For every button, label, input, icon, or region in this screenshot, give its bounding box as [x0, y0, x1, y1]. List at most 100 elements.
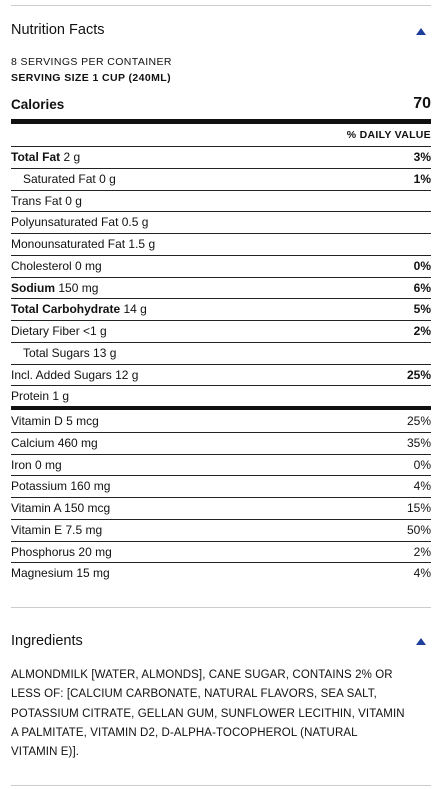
nutrient-label: Cholesterol 0 mg: [11, 259, 102, 273]
ingredients-line: A PALMITATE, VITAMIN D2, D-ALPHA-TOCOPHE…: [11, 726, 358, 739]
nutrient-row: Total Fat 2 g 3%: [11, 147, 431, 169]
nutrient-amount: 7.5 mg: [65, 522, 103, 537]
daily-value: 2%: [413, 324, 431, 338]
nutrient-amount: 0 g: [99, 171, 116, 186]
daily-value: 4%: [413, 479, 431, 494]
nutrient-label: Vitamin E 7.5 mg: [11, 523, 102, 537]
nutrient-label: Trans Fat 0 g: [11, 194, 82, 208]
daily-value: 25%: [406, 414, 431, 428]
nutrient-row: Cholesterol 0 mg 0%: [11, 256, 431, 278]
nutrient-label: Total Fat 2 g: [11, 150, 80, 164]
nutrient-name: Monounsaturated Fat: [11, 237, 126, 251]
nutrient-label: Calcium 460 mg: [11, 436, 98, 450]
nutrient-name: Vitamin D: [11, 414, 63, 428]
nutrient-name: Phosphorus: [11, 544, 76, 559]
nutrient-amount: 150 mcg: [64, 501, 111, 515]
daily-value: 1%: [413, 171, 431, 186]
nutrient-label: Potassium 160 mg: [11, 479, 110, 493]
nutrient-row: Polyunsaturated Fat 0.5 g: [11, 212, 431, 234]
dv-header: % DAILY VALUE: [346, 129, 431, 141]
nutrient-amount: 0.5 g: [121, 215, 149, 230]
ingredients-line: ALMONDMILK [WATER, ALMONDS], CANE SUGAR,…: [11, 669, 393, 681]
nutrient-amount: 1.5 g: [128, 237, 156, 251]
nutrient-row: Incl. Added Sugars 12 g 25%: [11, 365, 431, 387]
nutrient-amount: 1 g: [52, 389, 70, 404]
nutrient-amount: 15 mg: [76, 566, 110, 581]
nutrient-label: Sodium 150 mg: [11, 281, 98, 295]
nutrient-name: Vitamin A: [11, 501, 61, 515]
nutrient-name: Sodium: [11, 280, 55, 295]
servings: 8 SERVINGS PER CONTAINER: [11, 56, 172, 68]
nutrient-name: Iron: [11, 457, 32, 472]
nutrient-name: Total Sugars: [23, 345, 90, 360]
section-title: Nutrition Facts: [11, 22, 105, 38]
nutrient-label: Phosphorus 20 mg: [11, 545, 112, 559]
nutrient-row: Potassium 160 mg 4%: [11, 476, 431, 498]
daily-value: 6%: [413, 280, 431, 295]
nutrient-amount: 150 mg: [58, 280, 99, 295]
nutrient-row: Sodium 150 mg 6%: [11, 278, 431, 300]
calories-value: 70: [413, 95, 431, 112]
nutrient-label: Incl. Added Sugars 12 g: [11, 368, 138, 382]
nutrient-row: Vitamin D 5 mcg 25%: [11, 411, 431, 433]
nutrient-label: Total Carbohydrate 14 g: [11, 302, 147, 316]
daily-value: 2%: [413, 544, 431, 559]
nutrient-name: Potassium: [11, 479, 68, 494]
daily-value: 50%: [406, 522, 431, 537]
nutrient-amount: <1 g: [83, 324, 107, 338]
nutrient-amount: 13 g: [93, 345, 117, 360]
nutrient-row: Dietary Fiber <1 g 2%: [11, 321, 431, 343]
daily-value: 5%: [413, 302, 431, 317]
nutrient-amount: 0 mg: [35, 457, 62, 472]
nutrient-name: Incl. Added Sugars: [11, 367, 112, 382]
nutrient-amount: 12 g: [115, 367, 139, 382]
nutrient-label: Monounsaturated Fat 1.5 g: [11, 237, 155, 251]
nutrient-name: Saturated Fat: [23, 171, 96, 186]
nutrient-label: Dietary Fiber <1 g: [11, 324, 107, 338]
nutrient-name: Total Carbohydrate: [11, 302, 121, 317]
daily-value: 4%: [413, 566, 431, 581]
nutrient-row: Saturated Fat 0 g 1%: [11, 169, 431, 191]
nutrient-amount: 460 mg: [57, 435, 98, 450]
collapse-toggle[interactable]: [416, 28, 426, 35]
nutrient-row: Vitamin A 150 mcg 15%: [11, 498, 431, 520]
thick-rule: [11, 406, 431, 410]
nutrient-name: Magnesium: [11, 566, 74, 581]
nutrient-label: Total Sugars 13 g: [23, 346, 116, 360]
nutrient-label: Vitamin A 150 mcg: [11, 501, 110, 515]
nutrient-amount: 0 g: [65, 193, 82, 208]
daily-value: 25%: [406, 367, 431, 382]
daily-value: 15%: [406, 501, 431, 515]
nutrient-row: Protein 1 g: [11, 386, 431, 408]
top-border: [11, 5, 431, 6]
nutrient-name: Trans Fat: [11, 193, 62, 208]
nutrient-name: Cholesterol: [11, 258, 72, 273]
daily-value: 0%: [413, 457, 431, 472]
nutrient-amount: 14 g: [123, 302, 147, 317]
daily-value: 3%: [413, 150, 431, 164]
nutrient-label: Polyunsaturated Fat 0.5 g: [11, 215, 148, 229]
nutrient-row: Total Carbohydrate 14 g 5%: [11, 299, 431, 321]
ingredients-line: LESS OF: [CALCIUM CARBONATE, NATURAL FLA…: [11, 688, 377, 701]
nutrient-label: Iron 0 mg: [11, 458, 62, 472]
nutrient-label: Protein 1 g: [11, 389, 69, 403]
nutrient-row: Iron 0 mg 0%: [11, 455, 431, 477]
nutrient-name: Vitamin E: [11, 522, 63, 537]
nutrient-label: Vitamin D 5 mcg: [11, 414, 99, 428]
nutrient-name: Dietary Fiber: [11, 324, 80, 338]
nutrient-row: Magnesium 15 mg 4%: [11, 563, 431, 585]
daily-value: 35%: [406, 435, 431, 450]
nutrient-amount: 20 mg: [78, 544, 112, 559]
ingredients-line: VITAMIN E)].: [11, 746, 80, 759]
nutrient-name: Calcium: [11, 435, 55, 450]
nutrient-label: Saturated Fat 0 g: [23, 172, 116, 186]
nutrient-row: Trans Fat 0 g: [11, 191, 431, 213]
serving-size: SERVING SIZE 1 CUP (240ML): [11, 72, 171, 84]
daily-value: 0%: [413, 258, 431, 273]
nutrient-amount: 0 mg: [75, 258, 102, 273]
nutrient-amount: 5 mcg: [66, 414, 99, 428]
collapse-toggle[interactable]: [416, 638, 426, 645]
nutrient-amount: 2 g: [63, 150, 81, 164]
bottom-border: [11, 785, 431, 786]
